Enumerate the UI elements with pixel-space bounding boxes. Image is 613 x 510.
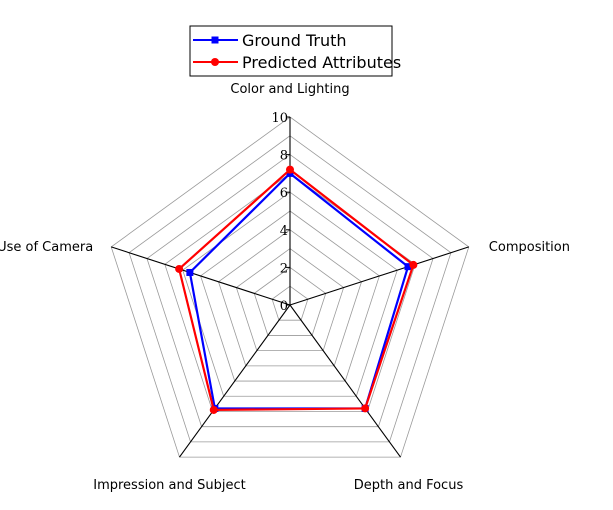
tick-label: 8 [280, 149, 288, 164]
point-predicted-attributes [361, 404, 370, 413]
grid-ring [110, 116, 470, 458]
grid-ring [182, 191, 398, 397]
legend: Ground Truth Predicted Attributes [189, 25, 401, 77]
point-predicted-attributes [175, 264, 184, 273]
grid-ring [200, 210, 380, 382]
series-ground-truth [186, 169, 412, 412]
axis-label-impression-and-subject: Impression and Subject [93, 478, 245, 493]
point-predicted-attributes [409, 260, 418, 269]
tick-label: 6 [280, 186, 288, 201]
axis-label-composition: Composition [489, 240, 570, 255]
legend-label-predicted-attributes: Predicted Attributes [242, 53, 401, 72]
grid-ring [235, 248, 345, 352]
point-predicted-attributes [209, 405, 218, 414]
legend-label-ground-truth: Ground Truth [242, 31, 347, 50]
radial-ticks: 0 2 4 6 8 10 [271, 111, 290, 314]
series-predicted-attributes [175, 165, 418, 414]
legend-marker-predicted-attributes [211, 58, 219, 66]
axis-label-color-and-lighting: Color and Lighting [230, 82, 349, 97]
tick-label: 10 [271, 111, 288, 126]
axis-label-use-of-camera: Use of Camera [0, 240, 93, 255]
spoke-use-of-camera [111, 246, 291, 306]
spoke-impression-and-subject [179, 304, 291, 458]
point-ground-truth [186, 268, 194, 276]
series-line-ground-truth [188, 172, 410, 410]
spoke-composition [289, 246, 469, 306]
grid-ring [128, 135, 452, 443]
tick-label: 0 [280, 299, 288, 314]
radar-series [175, 165, 418, 414]
grid-ring [253, 266, 327, 336]
spoke-depth-and-focus [289, 304, 401, 458]
grid-ring [146, 154, 434, 428]
axis-labels: Color and Lighting Composition Depth and F… [0, 82, 570, 493]
tick-label: 4 [280, 224, 288, 239]
series-line-predicted-attributes [178, 168, 415, 412]
tick-label: 2 [280, 261, 288, 276]
point-predicted-attributes [286, 165, 294, 174]
grid-ring [271, 285, 309, 321]
grid-ring [218, 229, 362, 367]
legend-box [189, 25, 393, 77]
legend-marker-ground-truth [211, 36, 219, 44]
point-ground-truth [404, 263, 412, 271]
axis-label-depth-and-focus: Depth and Focus [354, 478, 464, 493]
radar-spokes [111, 117, 469, 458]
